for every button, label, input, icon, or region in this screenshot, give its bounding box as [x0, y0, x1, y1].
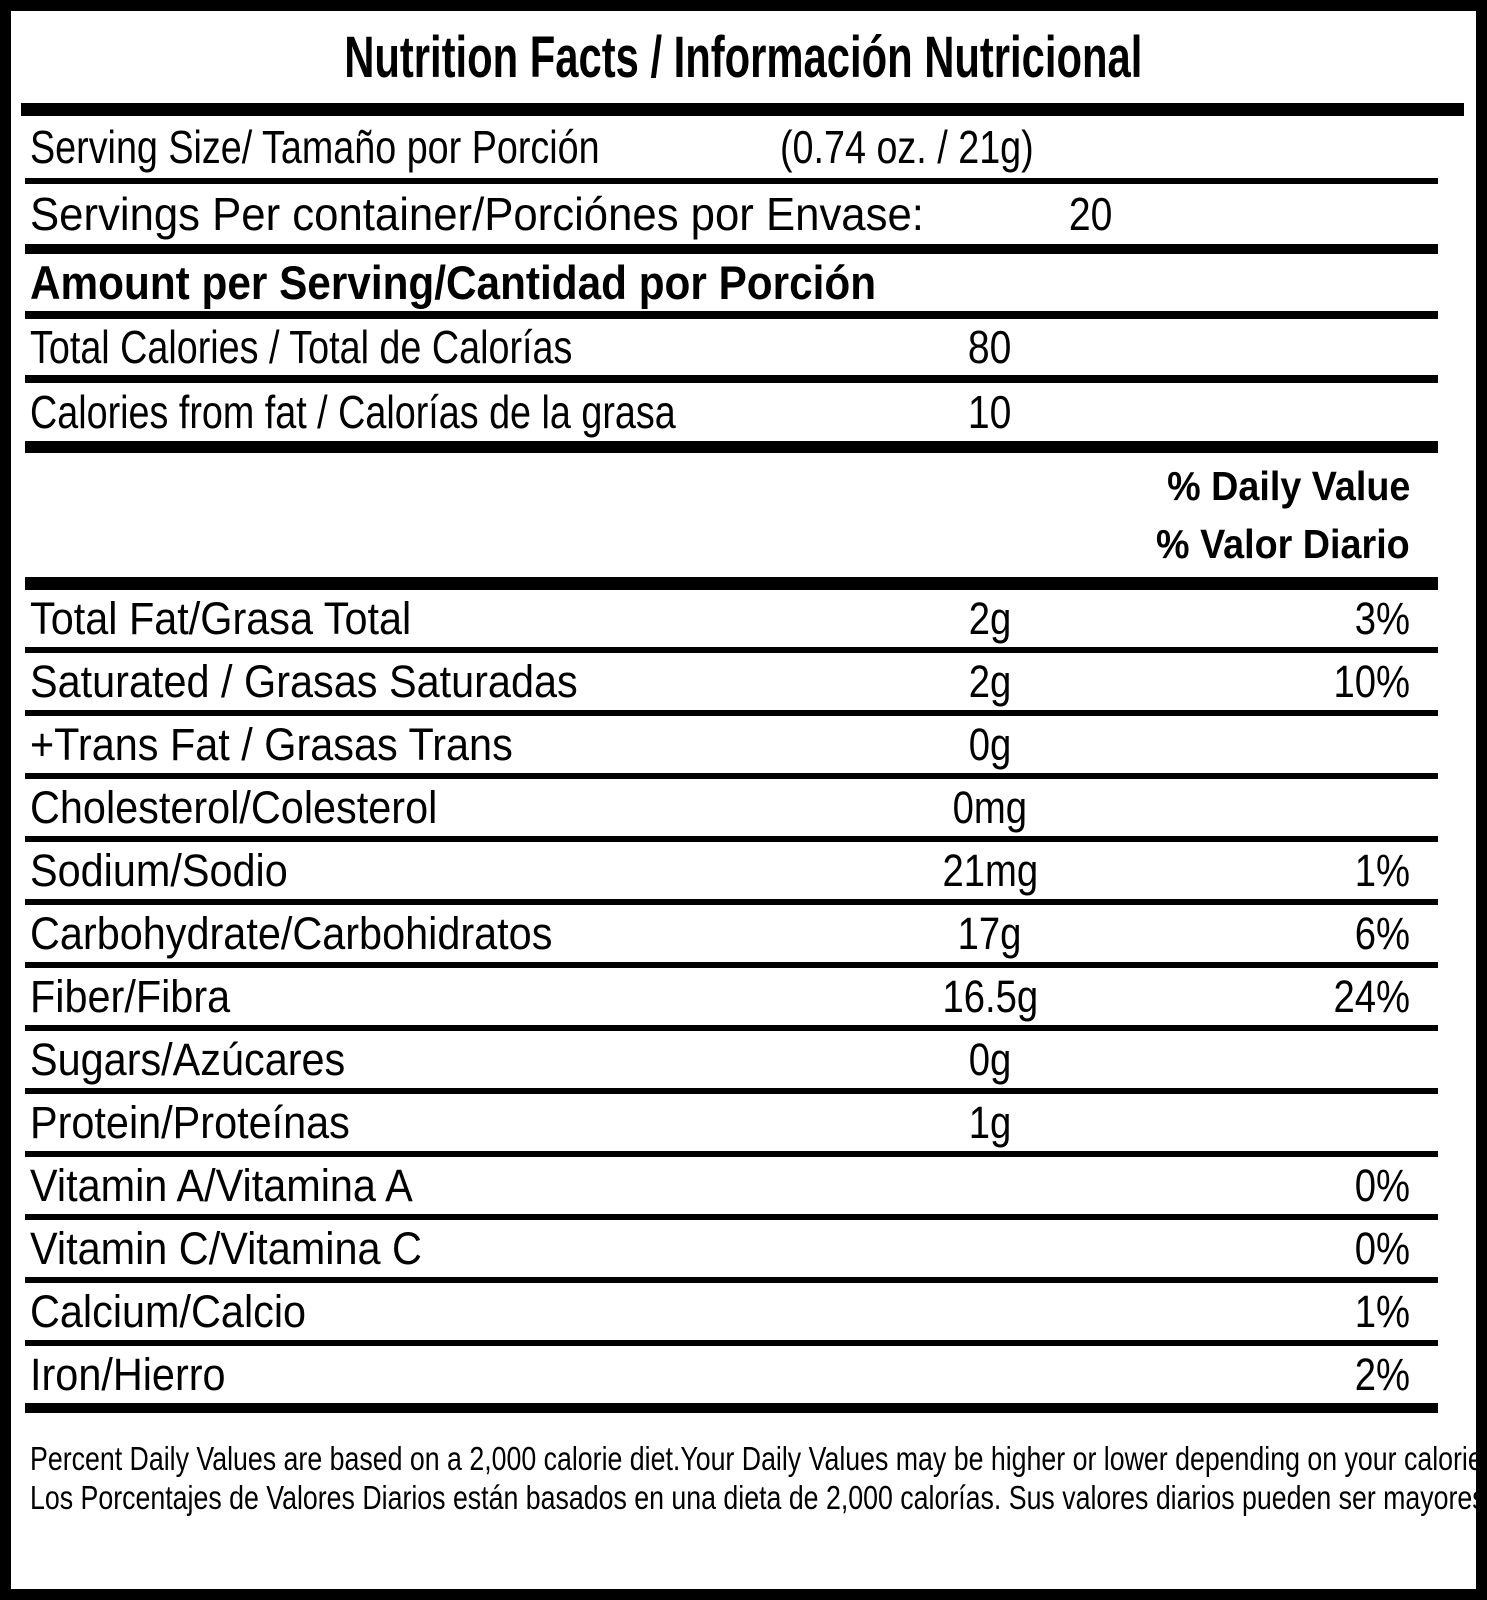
nutrient-row: Fiber/Fibra 16.5g 24% [11, 968, 1476, 1025]
row-separator [25, 1340, 1438, 1346]
serving-size-label: Serving Size/ Tamaño por Porción [30, 121, 600, 173]
row-separator [25, 1277, 1438, 1283]
nutrient-row: Calcium/Calcio 1% [11, 1283, 1476, 1340]
nutrient-amount: 16.5g [942, 970, 1038, 1022]
nutrient-daily-value: 2% [1354, 1348, 1410, 1400]
nutrient-daily-value: 0% [1354, 1222, 1410, 1274]
calories-from-fat-value: 10 [968, 386, 1012, 438]
nutrient-label: Cholesterol/Colesterol [30, 781, 438, 833]
nutrient-row: Cholesterol/Colesterol 0mg [11, 779, 1476, 836]
row-separator [25, 375, 1438, 383]
amount-per-serving-heading-text: Amount per Serving/Cantidad por Porción [30, 256, 877, 309]
amount-per-serving-heading: Amount per Serving/Cantidad por Porción [11, 254, 1476, 311]
nutrient-row: Iron/Hierro 2% [11, 1346, 1476, 1403]
nutrients-section: Total Fat/Grasa Total 2g 3% Saturated / … [11, 590, 1476, 1403]
daily-value-heading-es: % Valor Diario [1156, 521, 1410, 567]
row-separator [25, 647, 1438, 653]
nutrient-amount: 2g [968, 655, 1012, 707]
row-separator [25, 178, 1438, 184]
nutrient-daily-value: 3% [1354, 592, 1410, 644]
nutrient-row: +Trans Fat / Grasas Trans 0g [11, 716, 1476, 773]
footnote-section: Percent Daily Values are based on a 2,00… [11, 1413, 1476, 1517]
calories-from-fat-row: Calories from fat / Calorías de la grasa… [11, 383, 1476, 441]
total-calories-label: Total Calories / Total de Calorías [30, 321, 573, 373]
nutrient-label: Calcium/Calcio [30, 1285, 307, 1337]
daily-value-heading-block: % Daily Value % Valor Diario [11, 453, 1476, 577]
nutrient-amount: 1g [968, 1096, 1012, 1148]
nutrient-label: Iron/Hierro [30, 1348, 226, 1400]
nutrient-daily-value: 0% [1354, 1159, 1410, 1211]
row-separator [25, 773, 1438, 779]
nutrient-row: Saturated / Grasas Saturadas 2g 10% [11, 653, 1476, 710]
row-separator [25, 441, 1438, 453]
daily-value-heading-en: % Daily Value [1166, 463, 1410, 509]
nutrient-amount: 0g [968, 718, 1012, 770]
nutrient-row: Carbohydrate/Carbohidratos 17g 6% [11, 905, 1476, 962]
row-separator [25, 710, 1438, 716]
nutrient-label: Protein/Proteínas [30, 1096, 350, 1148]
row-separator [25, 836, 1438, 842]
serving-size-value: (0.74 oz. / 21g) [779, 121, 1034, 173]
nutrient-label: Saturated / Grasas Saturadas [30, 655, 578, 707]
total-calories-row: Total Calories / Total de Calorías 80 [11, 319, 1476, 375]
nutrient-amount: 17g [958, 907, 1022, 959]
nutrient-row: Vitamin C/Vitamina C 0% [11, 1220, 1476, 1277]
nutrient-label: +Trans Fat / Grasas Trans [30, 718, 513, 770]
nutrient-label: Vitamin C/Vitamina C [30, 1222, 422, 1274]
row-separator [25, 1214, 1438, 1220]
nutrient-row: Protein/Proteínas 1g [11, 1094, 1476, 1151]
nutrient-daily-value: 24% [1333, 970, 1410, 1022]
row-separator [25, 1088, 1438, 1094]
nutrient-amount: 0mg [952, 781, 1028, 833]
row-separator [25, 577, 1438, 590]
servings-per-container-row: Servings Per container/Porciónes por Env… [11, 184, 1476, 244]
nutrient-daily-value: 6% [1354, 907, 1410, 959]
total-calories-value: 80 [968, 321, 1012, 373]
servings-per-container-label: Servings Per container/Porciónes por Env… [30, 188, 924, 240]
label-title: Nutrition Facts / Información Nutriciona… [344, 24, 1143, 90]
nutrient-row: Sodium/Sodio 21mg 1% [11, 842, 1476, 899]
nutrient-row: Total Fat/Grasa Total 2g 3% [11, 590, 1476, 647]
row-separator [25, 1151, 1438, 1157]
nutrient-amount: 21mg [942, 844, 1038, 896]
nutrient-daily-value: 1% [1354, 1285, 1410, 1337]
title-divider-bar [21, 103, 1464, 116]
nutrient-amount: 0g [968, 1033, 1012, 1085]
nutrient-row: Sugars/Azúcares 0g [11, 1031, 1476, 1088]
nutrient-label: Sodium/Sodio [30, 844, 288, 896]
row-separator [25, 1403, 1438, 1413]
nutrient-label: Vitamin A/Vitamina A [30, 1159, 413, 1211]
servings-per-container-value: 20 [1069, 188, 1113, 240]
row-separator [25, 1025, 1438, 1031]
nutrient-amount: 2g [968, 592, 1012, 644]
label-header: Nutrition Facts / Información Nutriciona… [11, 11, 1476, 103]
row-separator [25, 311, 1438, 319]
nutrient-daily-value: 10% [1333, 655, 1410, 707]
calories-from-fat-label: Calories from fat / Calorías de la grasa [30, 386, 676, 438]
nutrient-label: Carbohydrate/Carbohidratos [30, 907, 553, 959]
footnote-english: Percent Daily Values are based on a 2,00… [30, 1440, 1487, 1477]
row-separator [25, 244, 1438, 254]
nutrient-label: Fiber/Fibra [30, 970, 231, 1022]
nutrient-daily-value: 1% [1354, 844, 1410, 896]
serving-size-row: Serving Size/ Tamaño por Porción (0.74 o… [11, 116, 1476, 178]
footnote-spanish: Los Porcentajes de Valores Diarios están… [30, 1479, 1486, 1516]
row-separator [25, 899, 1438, 905]
nutrient-label: Sugars/Azúcares [30, 1033, 346, 1085]
nutrient-row: Vitamin A/Vitamina A 0% [11, 1157, 1476, 1214]
row-separator [25, 962, 1438, 968]
nutrient-label: Total Fat/Grasa Total [30, 592, 412, 644]
